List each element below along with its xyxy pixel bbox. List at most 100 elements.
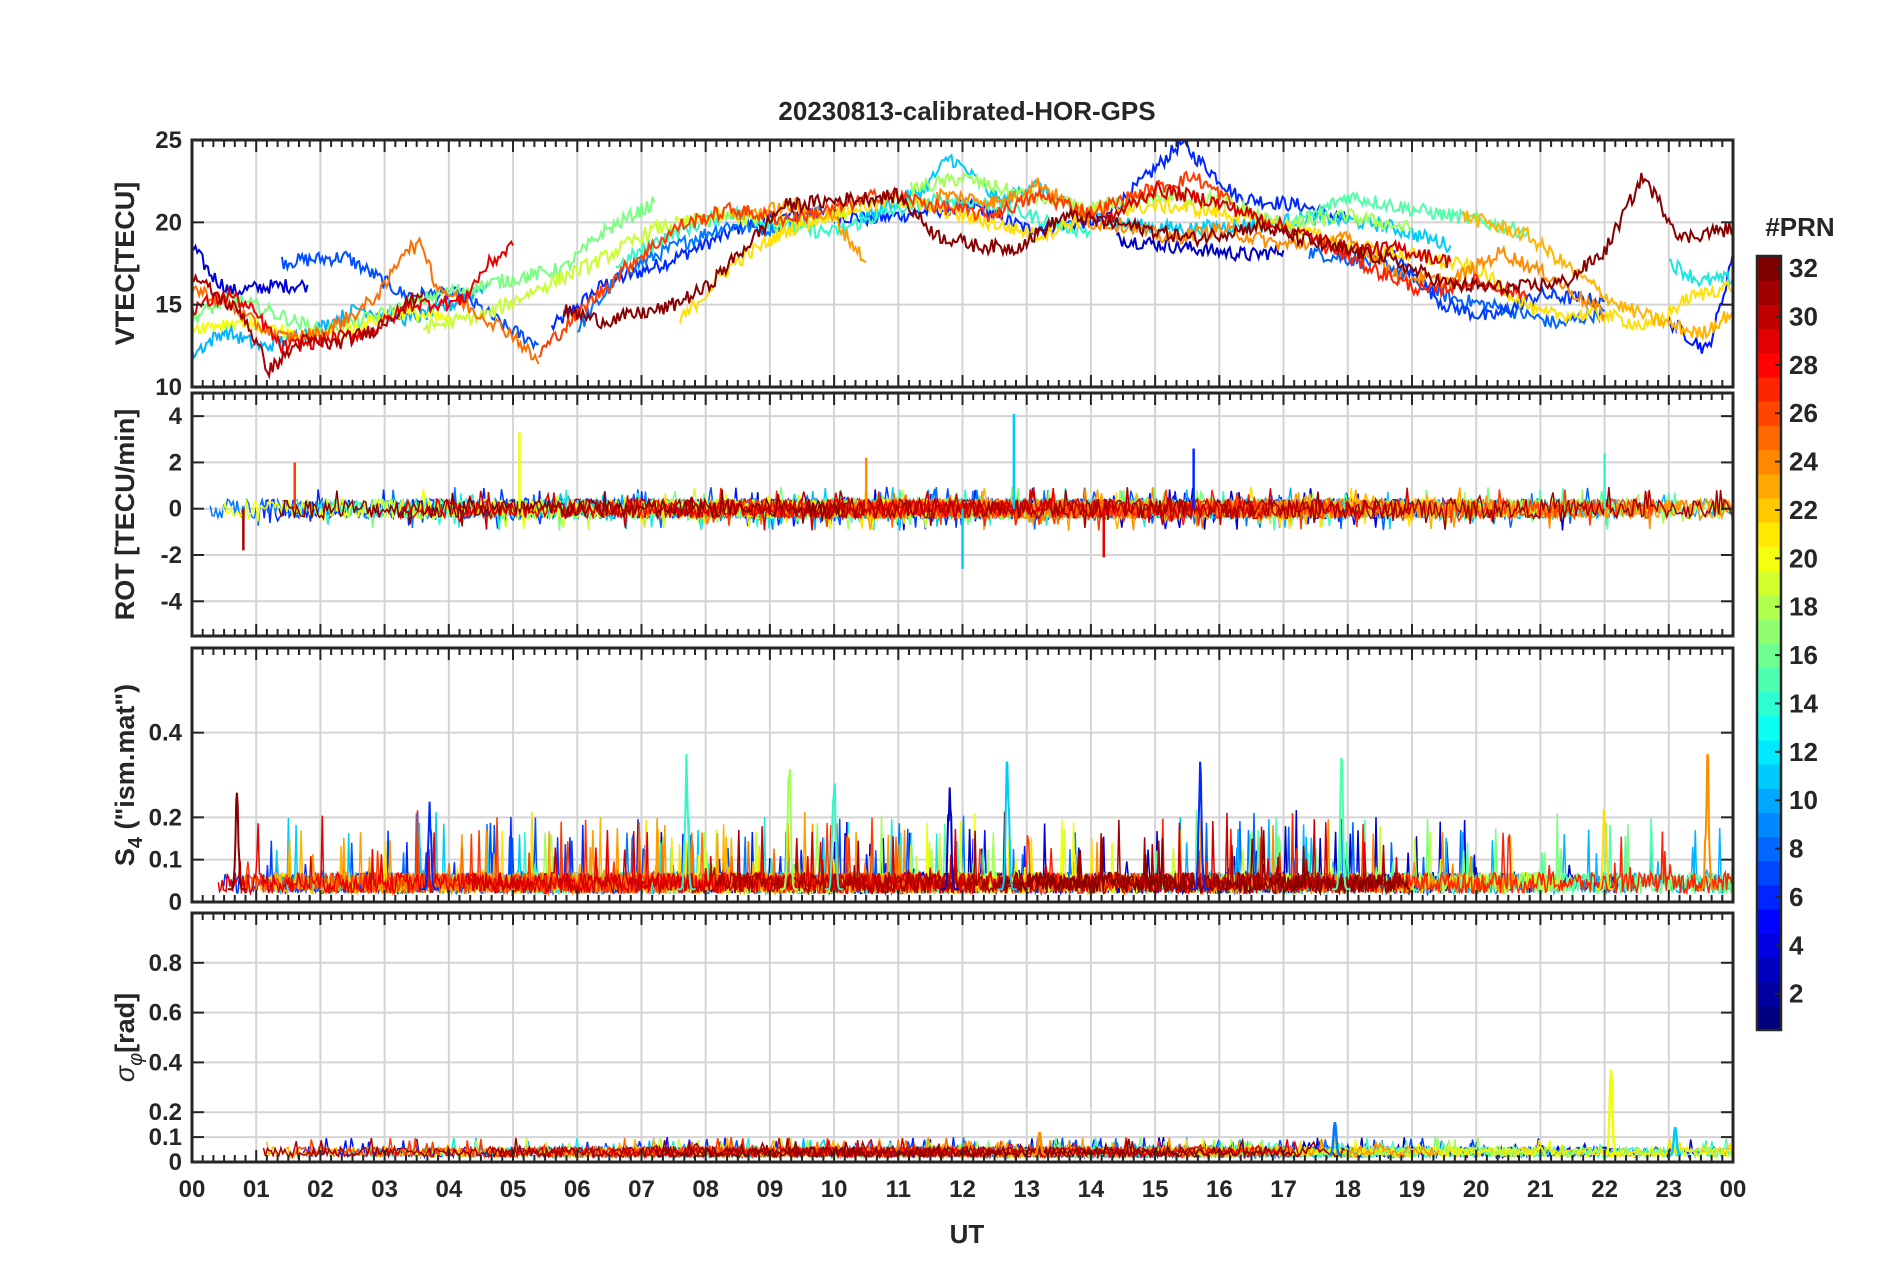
colorbar-segment: [1757, 570, 1781, 596]
colorbar-segment: [1757, 618, 1781, 644]
colorbar-tick-label: 8: [1789, 834, 1803, 864]
series-prn-17: [192, 196, 656, 337]
colorbar-tick-label: 6: [1789, 882, 1803, 912]
y-tick-label: 0.1: [149, 1124, 182, 1151]
y-tick-label: 0.1: [149, 847, 182, 874]
x-tick-label: 07: [628, 1176, 655, 1203]
panel-vtec: 10 15 20 25 VTEC[TECU]: [110, 127, 1735, 401]
sigma-peak: [1604, 1069, 1618, 1156]
x-tick-label: 14: [1078, 1176, 1105, 1203]
colorbar-tick-label: 24: [1789, 447, 1818, 477]
series-prn-2: [1115, 231, 1285, 263]
s4-peak: [824, 783, 844, 891]
sigma-peak: [1328, 1121, 1342, 1156]
y-axis-label-vtec: VTEC[TECU]: [110, 182, 140, 346]
colorbar-tick-label: 28: [1789, 350, 1818, 380]
rot-series: [278, 489, 848, 527]
colorbar-tick-label: 16: [1789, 640, 1818, 670]
series-prn-30: [1102, 180, 1452, 269]
panels: 10 15 20 25 VTEC[TECU] -4 -2 0 2 4 ROT [TECU/min] 0…: [110, 127, 1735, 1176]
x-tick-label: 17: [1270, 1176, 1297, 1203]
y-tick-label: 0.4: [149, 720, 183, 747]
panel-s4: 0 0.1 0.2 0.4S4 ("ism.mat"): [110, 646, 1735, 916]
series-prn-31: [192, 272, 425, 380]
data-vtec: [192, 140, 1733, 380]
colorbar-tick-label: 20: [1789, 543, 1818, 573]
x-tick-label: 21: [1527, 1176, 1554, 1203]
colorbar-tick-label: 12: [1789, 737, 1818, 767]
data-rot: [209, 413, 1733, 569]
s4-peak: [420, 801, 439, 891]
x-tick-label: 22: [1591, 1176, 1618, 1203]
x-tick-label: 13: [1013, 1176, 1040, 1203]
x-tick-label: 15: [1142, 1176, 1169, 1203]
series-prn-21: [679, 191, 1733, 332]
x-axis: 00 01 02 03 04 05 06 07 08 09 10 11 12 13 14 15 16 17 18 19…: [179, 1176, 1747, 1203]
y-tick-label: -2: [161, 542, 182, 569]
x-tick-label: 06: [564, 1176, 591, 1203]
sigma-peak: [1669, 1126, 1682, 1156]
y-axis-label-rot: ROT [TECU/min]: [110, 409, 140, 620]
x-tick-label: 16: [1206, 1176, 1233, 1203]
y-tick-label: 2: [169, 449, 182, 476]
series-prn-4: [1667, 251, 1733, 354]
y-tick-label: 0: [169, 496, 182, 523]
colorbar-segment: [1757, 812, 1781, 838]
y-axis-label-s4: S4 ("ism.mat"): [110, 684, 147, 866]
series-prn-32: [563, 172, 1733, 330]
x-tick-label: 00: [1720, 1176, 1747, 1203]
x-tick-label: 04: [435, 1176, 462, 1203]
series-prn-26: [192, 236, 540, 365]
data-s4: [217, 753, 1733, 897]
x-tick-label: 02: [307, 1176, 334, 1203]
s4-peak: [1698, 753, 1717, 891]
colorbar-tick-label: 14: [1789, 688, 1818, 718]
colorbar-tick-label: 26: [1789, 398, 1818, 428]
colorbar-frame: [1755, 254, 1783, 1032]
x-tick-label: 18: [1334, 1176, 1361, 1203]
x-minor-ticks: [191, 648, 1734, 902]
colorbar-segment: [1757, 425, 1781, 451]
x-tick-label: 10: [821, 1176, 848, 1203]
s4-peak: [677, 753, 696, 891]
colorbar-segment: [1757, 957, 1781, 983]
series-prn-14: [1668, 258, 1733, 288]
colorbar-segment: [1757, 1005, 1781, 1031]
data-sigma_phi: [262, 1069, 1733, 1160]
colorbar-segment: [1757, 328, 1781, 354]
x-tick-label: 12: [949, 1176, 976, 1203]
colorbar-tick-label: 18: [1789, 592, 1818, 622]
s4-peak: [940, 787, 959, 891]
x-minor-ticks: [191, 140, 1734, 387]
colorbar-segment: [1757, 667, 1781, 692]
y-tick-label: 0: [169, 889, 182, 916]
rot-series: [801, 487, 1733, 530]
x-tick-label: 08: [692, 1176, 719, 1203]
y-tick-label: 15: [155, 292, 182, 319]
y-tick-label: 0.4: [149, 1049, 183, 1076]
y-tick-label: 0.6: [149, 1000, 182, 1027]
x-tick-label: 05: [500, 1176, 527, 1203]
s4-peak: [1190, 761, 1210, 891]
s4-series: [998, 830, 1411, 897]
x-minor-ticks: [191, 393, 1734, 636]
colorbar-tick-label: 10: [1789, 785, 1818, 815]
series-prn-19: [423, 205, 848, 335]
x-tick-label: 09: [757, 1176, 784, 1203]
colorbar-segment: [1757, 280, 1781, 305]
y-tick-label: 20: [155, 209, 182, 236]
x-minor-ticks: [191, 913, 1734, 1162]
colorbar-segment: [1757, 763, 1781, 789]
s4-peak: [998, 761, 1017, 891]
colorbar-tick-label: 2: [1789, 979, 1803, 1009]
x-tick-label: 03: [371, 1176, 398, 1203]
x-tick-label: 00: [179, 1176, 206, 1203]
series-prn-29: [192, 239, 514, 355]
colorbar-segment: [1757, 376, 1781, 402]
x-axis-label: UT: [950, 1219, 985, 1249]
x-tick-label: 11: [886, 1176, 911, 1203]
s4-peak: [227, 792, 247, 891]
series-prn-25: [935, 177, 1606, 323]
